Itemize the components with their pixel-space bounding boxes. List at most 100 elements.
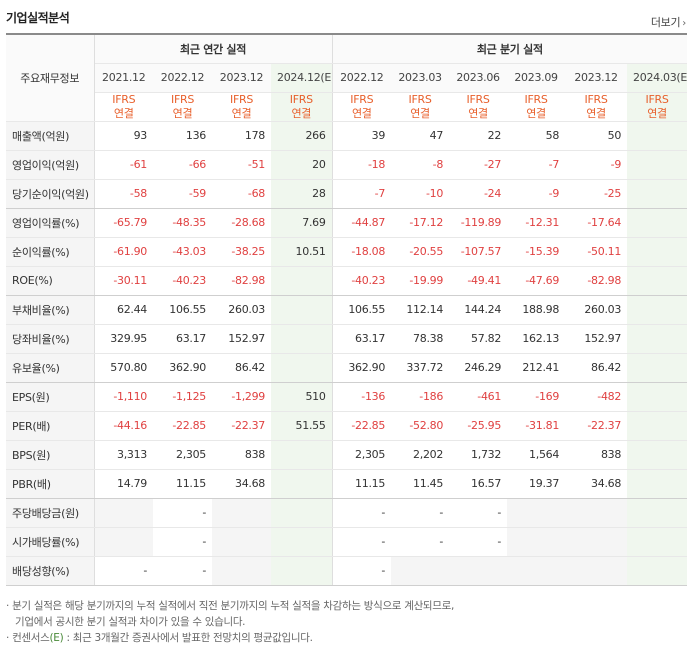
table-cell: -12.31 — [507, 208, 566, 238]
row-label: PER(배) — [6, 411, 95, 441]
table-cell: -82.98 — [565, 266, 628, 296]
basis-header-row: IFRS 연결 IFRS 연결 IFRS 연결 IFRS 연결 IFRS 연결 IFRS 연결 IFRS… — [6, 92, 688, 122]
table-cell: -48.35 — [153, 208, 212, 238]
basis-header: IFRS 연결 — [449, 92, 508, 122]
basis-scope: 연결 — [410, 106, 430, 120]
basis-standard: IFRS — [524, 92, 548, 106]
basis-standard: IFRS — [112, 92, 136, 106]
table-cell — [565, 527, 628, 557]
table-cell: -7 — [507, 150, 566, 180]
table-cell — [212, 556, 271, 586]
period-header: 2023.09 — [507, 63, 566, 93]
table-cell: 212.41 — [507, 353, 566, 383]
table-cell: 260.03 — [212, 295, 271, 325]
table-row: ROE(%) -30.11 -40.23 -82.98 -40.23 -19.99 -49.… — [6, 266, 688, 296]
table-cell: 63.17 — [153, 324, 212, 354]
table-cell: 337.72 — [391, 353, 450, 383]
table-cell — [565, 498, 628, 528]
table-cell: 10.51 — [271, 237, 333, 267]
table-cell: 188.98 — [507, 295, 566, 325]
table-row: BPS(원) 3,313 2,305 838 2,305 2,202 1,732 1,564 8… — [6, 440, 688, 470]
table-cell: -68 — [212, 179, 271, 209]
row-label: 영업이익(억원) — [6, 150, 95, 180]
table-cell — [627, 150, 688, 180]
table-cell: 11.45 — [391, 469, 450, 499]
table-cell: 362.90 — [153, 353, 212, 383]
row-label: 당좌비율(%) — [6, 324, 95, 354]
basis-scope: 연결 — [231, 106, 252, 120]
table-cell: - — [391, 498, 450, 528]
table-cell — [627, 469, 688, 499]
table-cell: 19.37 — [507, 469, 566, 499]
table-cell: 62.44 — [94, 295, 153, 325]
table-cell: 86.42 — [565, 353, 628, 383]
table-cell: -61.90 — [94, 237, 153, 267]
table-cell: 136 — [153, 121, 212, 151]
table-cell: 51.55 — [271, 411, 333, 441]
table-cell: -50.11 — [565, 237, 628, 267]
table-cell: -44.87 — [332, 208, 392, 238]
row-label: 시가배당률(%) — [6, 527, 95, 557]
footnote-consensus: · 컨센서스(E) : 최근 3개월간 증권사에서 발표한 전망치의 평균값입니… — [6, 630, 454, 646]
table-cell: -19.99 — [391, 266, 450, 296]
more-link[interactable]: 더보기 › — [651, 14, 686, 30]
section-title: 기업실적분석 — [6, 11, 70, 25]
table-cell — [212, 527, 271, 557]
basis-header: IFRS 연결 — [627, 92, 688, 122]
table-cell: 86.42 — [212, 353, 271, 383]
table-cell: -59 — [153, 179, 212, 209]
table-cell: -31.81 — [507, 411, 566, 441]
basis-header: IFRS 연결 — [94, 92, 153, 122]
table-cell — [94, 527, 153, 557]
period-header: 2023.12 — [565, 63, 628, 93]
table-cell — [271, 469, 333, 499]
basis-scope: 연결 — [113, 106, 134, 120]
table-cell: -107.57 — [449, 237, 508, 267]
table-cell — [565, 556, 628, 586]
table-cell: -27 — [449, 150, 508, 180]
table-cell — [627, 440, 688, 470]
table-cell: -25 — [565, 179, 628, 209]
row-label: BPS(원) — [6, 440, 95, 470]
row-label: 배당성향(%) — [6, 556, 95, 586]
table-cell — [271, 440, 333, 470]
table-row: 유보율(%) 570.80 362.90 86.42 362.90 337.72 246.2… — [6, 353, 688, 383]
row-label: 순이익률(%) — [6, 237, 95, 267]
table-cell — [271, 527, 333, 557]
period-header: 2024.12(E) — [271, 63, 333, 93]
period-header: 2022.12 — [153, 63, 212, 93]
table-cell — [271, 353, 333, 383]
footnotes: · 분기 실적은 해당 분기까지의 누적 실적에서 직전 분기까지의 누적 실적… — [6, 598, 454, 646]
table-cell — [627, 121, 688, 151]
table-cell: 57.82 — [449, 324, 508, 354]
table-cell: 34.68 — [565, 469, 628, 499]
table-cell: -51 — [212, 150, 271, 180]
annual-group-header: 최근 연간 실적 — [94, 34, 333, 64]
table-cell: -20.55 — [391, 237, 450, 267]
basis-scope: 연결 — [351, 106, 372, 120]
table-row: 시가배당률(%) - - - - — [6, 527, 688, 557]
table-cell: - — [332, 527, 392, 557]
table-row: 부채비율(%) 62.44 106.55 260.03 106.55 112.14 144.… — [6, 295, 688, 325]
table-cell: 22 — [449, 121, 508, 151]
table-row: 주당배당금(원) - - - - — [6, 498, 688, 528]
table-cell: -22.85 — [332, 411, 392, 441]
table-cell: 20 — [271, 150, 333, 180]
table-cell: - — [153, 527, 212, 557]
table-row: 배당성향(%) - - - — [6, 556, 688, 586]
table-row: PER(배) -44.16 -22.85 -22.37 51.55 -22.85 -52.8… — [6, 411, 688, 441]
table-cell: -17.12 — [391, 208, 450, 238]
table-cell: 246.29 — [449, 353, 508, 383]
table-cell: 11.15 — [332, 469, 392, 499]
table-cell: -461 — [449, 382, 508, 412]
table-row: 영업이익(억원) -61 -66 -51 20 -18 -8 -27 -7 -9 — [6, 150, 688, 180]
table-row: 당기순이익(억원) -58 -59 -68 28 -7 -10 -24 -9 -25 — [6, 179, 688, 209]
table-cell: -1,299 — [212, 382, 271, 412]
table-cell — [271, 295, 333, 325]
table-cell: 1,732 — [449, 440, 508, 470]
table-cell: 838 — [212, 440, 271, 470]
row-label: 당기순이익(억원) — [6, 179, 95, 209]
table-row: 당좌비율(%) 329.95 63.17 152.97 63.17 78.38 57.82 1… — [6, 324, 688, 354]
row-label: PBR(배) — [6, 469, 95, 499]
table-cell: -44.16 — [94, 411, 153, 441]
